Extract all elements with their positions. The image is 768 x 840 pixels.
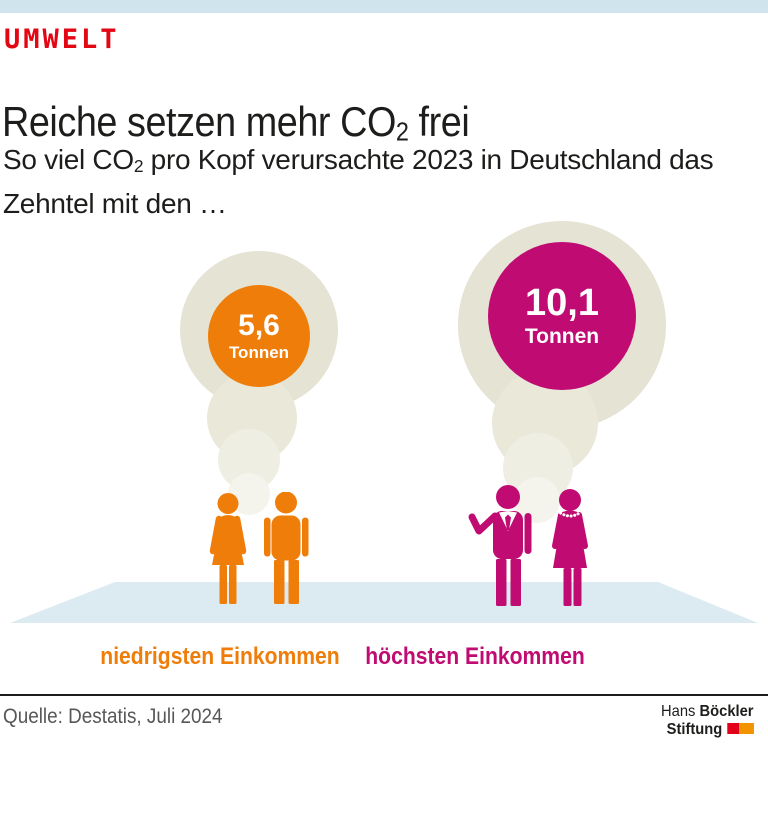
logo-mark-icon	[727, 721, 754, 734]
subtitle-line1: So viel CO2 pro Kopf verursachte 2023 in…	[3, 144, 714, 177]
bubble-unit: Tonnen	[228, 343, 290, 363]
logo-name-regular: Hans	[661, 703, 696, 720]
rich-woman-figure	[552, 489, 588, 606]
bubble-value: 5,6	[238, 308, 280, 342]
woman-figure	[209, 493, 247, 604]
title-suffix: frei	[408, 98, 470, 146]
subtitle-line2: Zehntel mit den …	[3, 188, 227, 220]
man-figure	[264, 492, 309, 604]
people-pictogram-high-income	[468, 485, 588, 606]
label-low-income: niedrigsten Einkommen	[100, 643, 340, 670]
value-bubble-low-income: 5,6 Tonnen	[208, 285, 310, 387]
footer-divider	[0, 694, 768, 696]
kicker: UMWELT	[4, 24, 120, 55]
subtitle: So viel CO2 pro Kopf verursachte 2023 in…	[3, 138, 714, 226]
value-bubble-high-income: 10,1 Tonnen	[488, 242, 636, 390]
logo-line2: Stiftung	[662, 721, 754, 739]
bubble-unit: Tonnen	[524, 325, 600, 349]
source-text: Quelle: Destatis, Juli 2024	[3, 705, 223, 728]
people-pictogram-low-income	[209, 492, 309, 604]
title-text: Reiche setzen mehr CO	[2, 98, 396, 146]
floor-platform	[10, 582, 758, 623]
title-subscript: 2	[395, 116, 409, 147]
top-accent-bar	[0, 0, 768, 13]
subtitle-subscript: 2	[133, 156, 144, 177]
page-title: Reiche setzen mehr CO2 frei	[2, 98, 470, 148]
label-high-income: höchsten Einkommen	[365, 643, 585, 670]
hans-boeckler-stiftung-logo: Hans Böckler Stiftung	[662, 703, 754, 739]
rich-man-figure	[468, 485, 532, 606]
bubble-value: 10,1	[525, 281, 599, 324]
logo-name-bold: Böckler	[699, 703, 754, 720]
logo-line1: Hans Böckler	[662, 703, 754, 721]
